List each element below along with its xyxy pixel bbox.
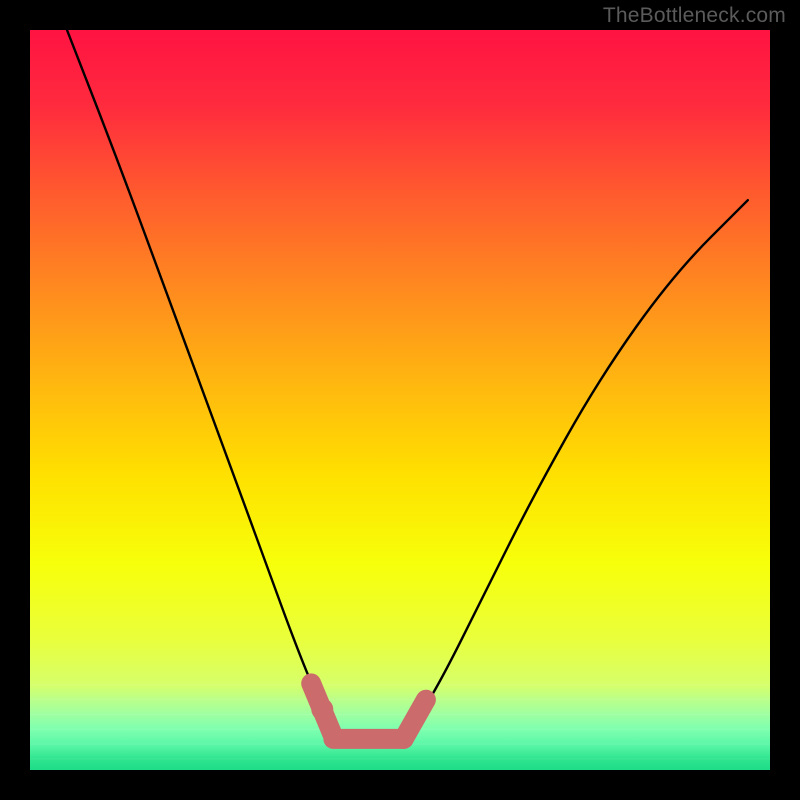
- bottleneck-chart: [0, 0, 800, 800]
- valley-highlight-dot: [311, 698, 333, 720]
- chart-stage: TheBottleneck.com: [0, 0, 800, 800]
- plot-background: [30, 30, 770, 770]
